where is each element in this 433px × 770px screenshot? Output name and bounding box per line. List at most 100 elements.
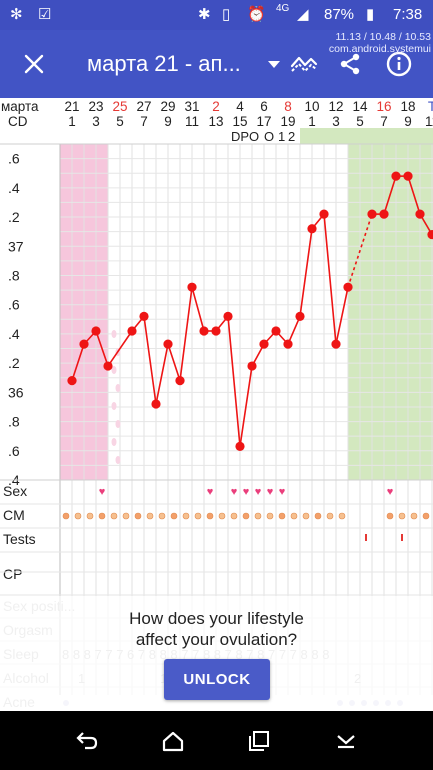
date-label: 31: [184, 99, 199, 114]
temperature-point: [367, 209, 377, 219]
date-label: 12: [328, 99, 343, 114]
temperature-point: [403, 171, 413, 181]
cm-icon: [254, 512, 262, 520]
temperature-point: [271, 326, 281, 336]
hide-keyboard-icon: [337, 734, 355, 748]
battery-percent: 87%: [324, 6, 355, 23]
y-tick-label: 37: [8, 238, 24, 254]
series-segment: [71, 343, 85, 381]
y-tick-label: .2: [8, 209, 20, 225]
close-button[interactable]: [12, 30, 56, 98]
y-tick-label: 36: [8, 384, 24, 400]
series-segment: [299, 228, 313, 317]
cycle-day-label: 13: [208, 114, 223, 129]
cm-icon: [182, 512, 190, 520]
temperature-point: [67, 376, 77, 386]
sex-heart-icon: ♥: [243, 486, 250, 498]
temperature-point: [163, 339, 173, 349]
series-segment: [167, 343, 181, 381]
notification-icon: ✻: [10, 6, 23, 23]
status-bar: ✻ ☑ ✱ ▯ ⏰ 4G ◢ 87% ▮ 7:38: [0, 0, 433, 30]
cycle-day-label: 5: [356, 114, 364, 129]
network-type: 4G: [276, 3, 290, 14]
share-button[interactable]: [332, 30, 368, 98]
temperature-point: [307, 224, 317, 234]
series-segment: [323, 214, 337, 345]
series-segment: [383, 175, 397, 215]
temperature-point: [223, 311, 233, 321]
cm-icon: [410, 512, 418, 520]
fertile-band: [348, 144, 433, 480]
date-label: 8: [284, 99, 292, 114]
info-button[interactable]: [381, 30, 417, 98]
series-segment: [407, 175, 421, 215]
period-drop-icon: [111, 366, 117, 374]
temperature-point: [175, 376, 185, 386]
series-segment: [107, 330, 133, 367]
cycle-day-label: 17: [256, 114, 271, 129]
date-label: 14: [352, 99, 368, 114]
temperature-point: [259, 339, 269, 349]
row-label-sex: Sex: [3, 483, 27, 499]
cycle-day-label: 19: [280, 114, 295, 129]
temperature-point: [247, 361, 257, 371]
period-drop-icon: [111, 438, 117, 446]
hide-keyboard-button[interactable]: [316, 711, 376, 770]
home-button[interactable]: [143, 711, 203, 770]
back-icon: [76, 731, 98, 749]
cm-icon: [314, 512, 322, 520]
cm-icon: [122, 512, 130, 520]
temperature-point: [199, 326, 209, 336]
cm-icon: [98, 512, 106, 520]
cm-icon: [266, 512, 274, 520]
date-range-title[interactable]: марта 21 - ап...: [87, 51, 241, 76]
header-postovulation-band: [300, 128, 433, 144]
debug-overlay-line1: 11.13 / 10.48 / 10.53: [335, 31, 431, 43]
date-label: 2: [212, 99, 220, 114]
date-label: 6: [260, 99, 268, 114]
sex-heart-icon: ♥: [255, 486, 262, 498]
temperature-point: [331, 339, 341, 349]
temperature-point: [79, 339, 89, 349]
cm-icon: [278, 512, 286, 520]
cm-icon: [158, 512, 166, 520]
date-label: Т: [428, 99, 433, 114]
period-drop-icon: [115, 456, 121, 464]
temperature-point: [343, 282, 353, 292]
cycle-day-label: 9: [164, 114, 172, 129]
dpo-number: 1: [278, 129, 285, 144]
cm-icon: [194, 512, 202, 520]
y-tick-label: .8: [8, 267, 20, 283]
period-drop-icon: [115, 384, 121, 392]
recents-button[interactable]: [229, 711, 289, 770]
share-icon: [340, 53, 360, 75]
unlock-button[interactable]: UNLOCK: [164, 659, 270, 700]
back-button[interactable]: [57, 711, 117, 770]
cm-icon: [290, 512, 298, 520]
date-label: 27: [136, 99, 151, 114]
temperature-point: [91, 326, 101, 336]
lifestyle-question: How does your lifestyle affect your ovul…: [129, 609, 304, 649]
cycle-day-label: 5: [116, 114, 124, 129]
sex-heart-icon: ♥: [387, 486, 394, 498]
navigation-bar: [0, 711, 433, 770]
date-label: 21: [64, 99, 79, 114]
temperature-point: [151, 399, 161, 409]
chart-toggle-button[interactable]: [286, 30, 322, 98]
date-range-dropdown[interactable]: [262, 30, 286, 98]
dropdown-arrow-icon: [268, 61, 280, 68]
series-segment: [179, 287, 193, 381]
series-segment: [95, 330, 109, 367]
cycle-day-label: 11: [425, 114, 433, 129]
cycle-day-label: 1: [68, 114, 76, 129]
cm-icon: [398, 512, 406, 520]
sex-heart-icon: ♥: [207, 486, 214, 498]
y-tick-label: .6: [8, 297, 20, 313]
temperature-point: [235, 441, 245, 451]
vibrate-icon: ▯: [222, 6, 231, 23]
date-label: 10: [304, 99, 319, 114]
cm-icon: [242, 512, 250, 520]
sex-heart-icon: ♥: [231, 486, 238, 498]
info-icon: [386, 51, 412, 77]
close-icon: [24, 54, 44, 74]
